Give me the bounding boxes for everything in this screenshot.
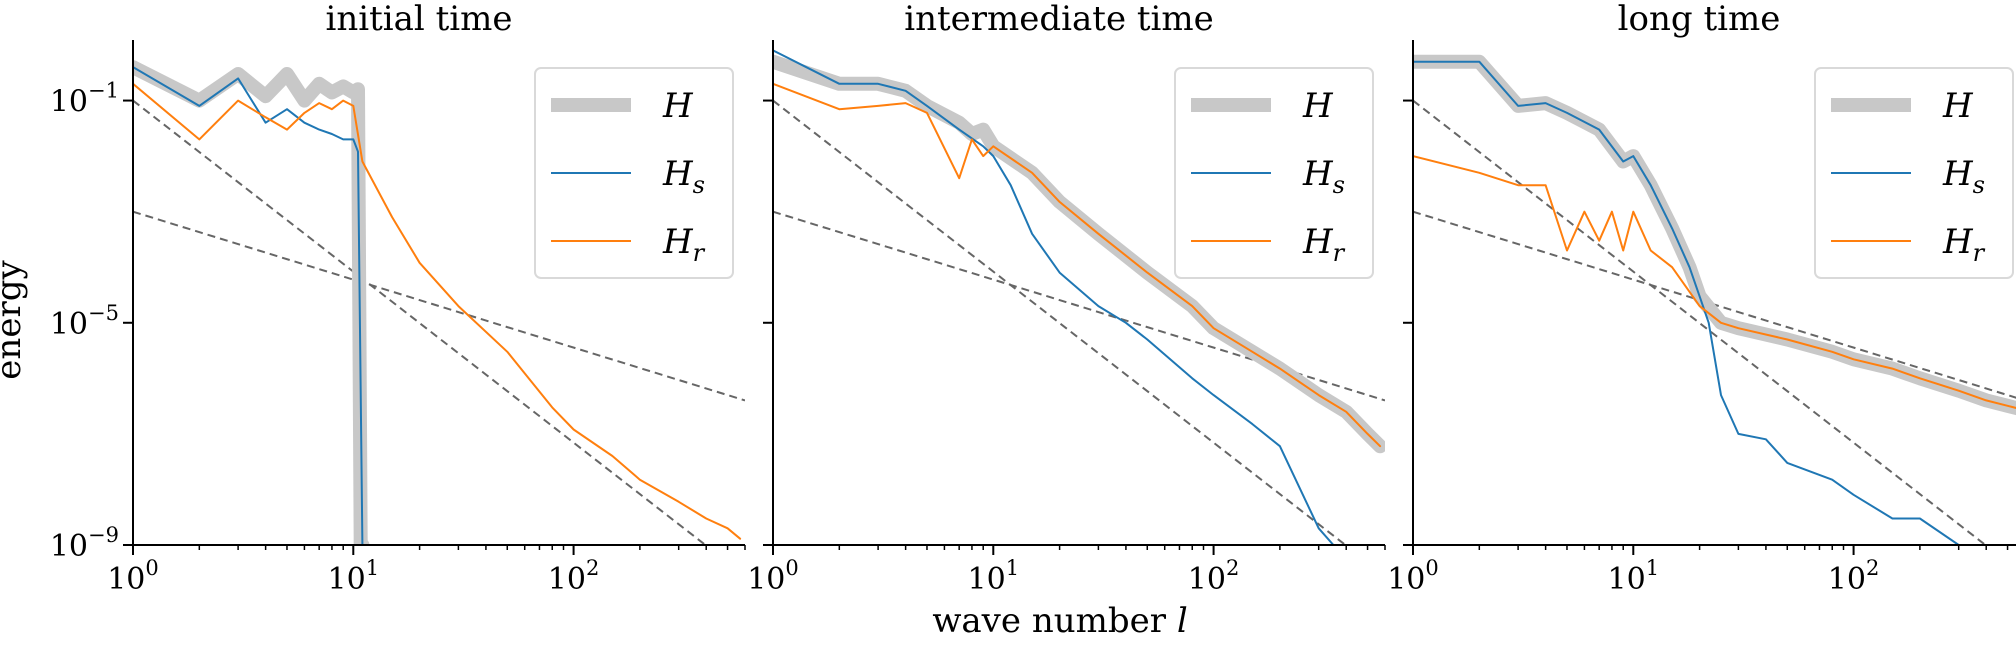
x-tick-label-base: 10 xyxy=(968,562,1006,597)
panel-title: long time xyxy=(1618,0,1781,39)
x-tick-label: 101 xyxy=(328,556,380,597)
legend-label-subscript: r xyxy=(1973,239,1986,267)
legend-label-subscript: r xyxy=(1333,239,1346,267)
legend-label-base: H xyxy=(662,154,694,194)
y-tick-label: 10−1 xyxy=(50,79,119,120)
y-tick-label-base: 10 xyxy=(50,307,88,342)
x-tick-label: 100 xyxy=(1387,556,1439,597)
legend-label-subscript: s xyxy=(693,171,705,199)
x-tick-label-exponent: 1 xyxy=(1646,556,1659,580)
legend-label: Hr xyxy=(1942,222,1986,267)
series-line-h xyxy=(133,60,370,545)
x-tick-label-exponent: 0 xyxy=(785,556,798,580)
x-tick-label-exponent: 2 xyxy=(586,556,599,580)
x-tick-label-exponent: 1 xyxy=(1006,556,1019,580)
legend-label: Hs xyxy=(662,154,705,199)
series-line-hs xyxy=(773,49,1335,545)
x-tick-label-exponent: 2 xyxy=(1226,556,1239,580)
series-line-hs xyxy=(1413,60,1962,545)
legend-label-base: H xyxy=(1302,86,1334,126)
y-tick-label-base: 10 xyxy=(50,85,88,120)
y-tick-label: 10−5 xyxy=(50,301,119,342)
plot-area xyxy=(773,49,1385,545)
x-axis-label-text: wave number xyxy=(932,601,1177,641)
legend-label-base: H xyxy=(1942,86,1974,126)
legend-label: Hs xyxy=(1942,154,1985,199)
x-axis-label: wave number l xyxy=(932,601,1187,641)
series-line-hr xyxy=(1413,155,2016,409)
legend-label-subscript: r xyxy=(693,239,706,267)
legend-label-base: H xyxy=(1942,222,1974,262)
legend-label: H xyxy=(662,86,694,126)
x-tick-label-base: 10 xyxy=(747,562,785,597)
x-tick-label: 101 xyxy=(1608,556,1660,597)
legend-label-base: H xyxy=(662,86,694,126)
x-tick-label-exponent: 2 xyxy=(1866,556,1879,580)
legend-label: Hr xyxy=(662,222,706,267)
y-tick-label-exponent: −9 xyxy=(88,523,119,547)
series-line-hs xyxy=(133,66,364,545)
x-tick-label-exponent: 0 xyxy=(145,556,158,580)
x-axis-label-symbol: l xyxy=(1177,601,1188,641)
legend-label-base: H xyxy=(1302,154,1334,194)
legend-label-base: H xyxy=(1942,154,1974,194)
y-axis-label: energy xyxy=(0,260,29,380)
plot-area xyxy=(1413,54,2016,545)
legend-label: Hs xyxy=(1302,154,1345,199)
legend-label-base: H xyxy=(1302,222,1334,262)
series-line-hr xyxy=(773,82,1382,448)
x-tick-label: 100 xyxy=(107,556,159,597)
x-tick-label-base: 10 xyxy=(1828,562,1866,597)
legend-label-subscript: s xyxy=(1333,171,1345,199)
legend-box xyxy=(1174,67,1374,279)
reference-line-2 xyxy=(1413,210,2016,399)
x-tick-label-base: 10 xyxy=(1188,562,1226,597)
x-tick-label: 102 xyxy=(1828,556,1880,597)
x-tick-label-base: 10 xyxy=(328,562,366,597)
y-tick-label: 10−9 xyxy=(50,523,119,564)
x-tick-label: 101 xyxy=(968,556,1020,597)
reference-line-2 xyxy=(133,210,745,402)
x-tick-label: 102 xyxy=(1188,556,1240,597)
y-tick-label-exponent: −1 xyxy=(88,79,119,103)
plot-area xyxy=(133,60,745,545)
x-tick-label: 100 xyxy=(747,556,799,597)
legend-label: Hr xyxy=(1302,222,1346,267)
x-tick-label-base: 10 xyxy=(1608,562,1646,597)
x-tick-label-base: 10 xyxy=(1387,562,1425,597)
legend-box xyxy=(1814,67,2014,279)
legend-label-base: H xyxy=(662,222,694,262)
legend-label: H xyxy=(1302,86,1334,126)
panel-title: intermediate time xyxy=(904,0,1214,39)
legend-label-subscript: s xyxy=(1973,171,1985,199)
x-tick-label-base: 10 xyxy=(107,562,145,597)
x-tick-label: 102 xyxy=(548,556,600,597)
panel-title: initial time xyxy=(325,0,512,39)
x-tick-label-exponent: 0 xyxy=(1425,556,1438,580)
series-line-hr xyxy=(133,82,742,540)
x-tick-label-exponent: 1 xyxy=(366,556,379,580)
y-tick-label-base: 10 xyxy=(50,529,88,564)
y-tick-label-exponent: −5 xyxy=(88,301,119,325)
x-tick-label-base: 10 xyxy=(548,562,586,597)
legend-label: H xyxy=(1942,86,1974,126)
legend-box xyxy=(534,67,734,279)
